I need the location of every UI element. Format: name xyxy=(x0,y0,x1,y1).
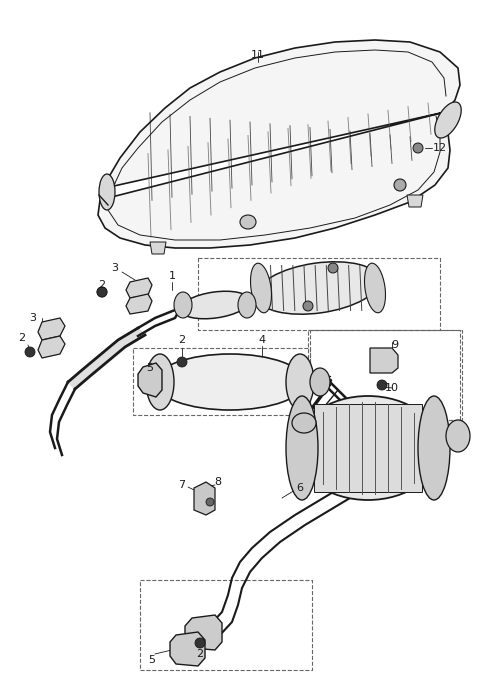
Polygon shape xyxy=(68,370,89,389)
Ellipse shape xyxy=(240,215,256,229)
Ellipse shape xyxy=(97,287,107,297)
Ellipse shape xyxy=(286,396,318,500)
Text: 2: 2 xyxy=(18,333,25,343)
Text: 11: 11 xyxy=(251,50,265,60)
Ellipse shape xyxy=(238,292,256,318)
Text: 4: 4 xyxy=(258,335,265,345)
Text: 8: 8 xyxy=(215,477,222,487)
Text: 9: 9 xyxy=(391,340,398,350)
Text: 1: 1 xyxy=(168,271,176,281)
Ellipse shape xyxy=(25,347,35,357)
Ellipse shape xyxy=(303,301,313,311)
Polygon shape xyxy=(98,40,460,248)
Text: 7: 7 xyxy=(179,480,186,490)
Ellipse shape xyxy=(155,354,305,410)
Text: 12: 12 xyxy=(433,143,447,153)
Polygon shape xyxy=(126,278,152,298)
Text: 3: 3 xyxy=(111,263,119,273)
Polygon shape xyxy=(118,328,145,347)
Ellipse shape xyxy=(364,263,385,313)
Polygon shape xyxy=(138,363,162,397)
Ellipse shape xyxy=(180,291,250,318)
Polygon shape xyxy=(150,242,166,254)
Ellipse shape xyxy=(292,413,316,433)
Text: 2: 2 xyxy=(179,335,186,345)
Polygon shape xyxy=(82,355,107,377)
Text: 2: 2 xyxy=(196,649,204,659)
Ellipse shape xyxy=(418,396,450,500)
Ellipse shape xyxy=(413,143,423,153)
Polygon shape xyxy=(185,615,222,650)
Polygon shape xyxy=(170,632,205,666)
Polygon shape xyxy=(194,482,215,515)
Ellipse shape xyxy=(446,420,470,452)
Text: 10: 10 xyxy=(385,383,399,393)
Polygon shape xyxy=(38,318,65,340)
Ellipse shape xyxy=(394,179,406,191)
Ellipse shape xyxy=(256,262,380,314)
Ellipse shape xyxy=(286,354,314,410)
Ellipse shape xyxy=(435,102,461,138)
Ellipse shape xyxy=(206,498,214,506)
Ellipse shape xyxy=(174,292,192,318)
Ellipse shape xyxy=(328,263,338,273)
Ellipse shape xyxy=(146,354,174,410)
Ellipse shape xyxy=(377,380,387,390)
Polygon shape xyxy=(38,336,65,358)
Ellipse shape xyxy=(99,174,115,210)
Polygon shape xyxy=(126,294,152,314)
Polygon shape xyxy=(407,195,423,207)
Ellipse shape xyxy=(310,368,330,396)
Ellipse shape xyxy=(195,638,205,648)
Text: 3: 3 xyxy=(29,313,36,323)
Ellipse shape xyxy=(296,396,440,500)
Polygon shape xyxy=(314,404,422,492)
Text: 6: 6 xyxy=(297,483,303,493)
Ellipse shape xyxy=(177,357,187,367)
Ellipse shape xyxy=(97,287,107,297)
Text: 5: 5 xyxy=(146,363,154,373)
Text: 5: 5 xyxy=(148,655,156,665)
Text: 2: 2 xyxy=(98,280,106,290)
Polygon shape xyxy=(100,340,125,362)
Ellipse shape xyxy=(251,263,272,313)
Polygon shape xyxy=(370,348,398,373)
